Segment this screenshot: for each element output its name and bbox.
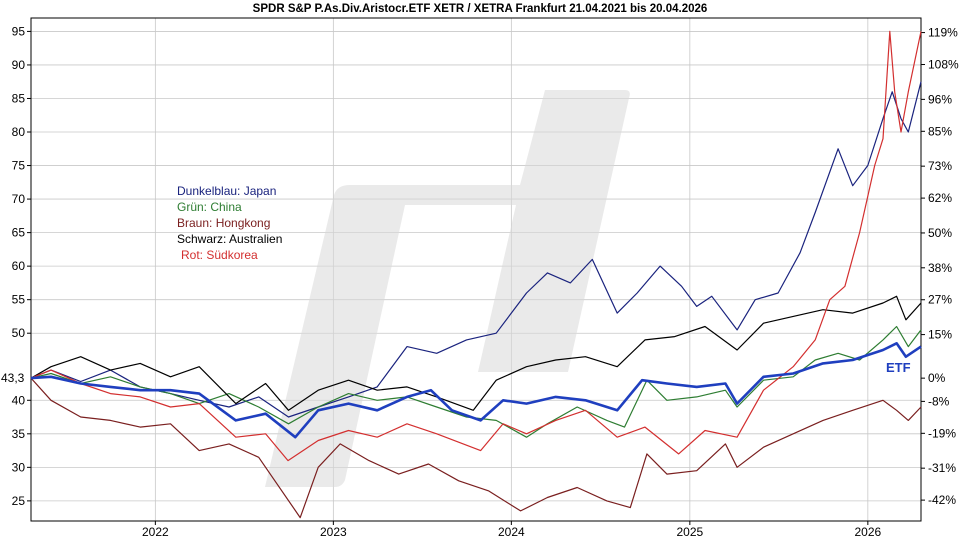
legend-entry-suedkorea: Rot: Südkorea [181,248,258,262]
y-left-tick-label: 90 [12,58,26,72]
legend-entry-hongkong: Braun: Hongkong [177,216,270,230]
y-left-tick-label: 25 [12,494,26,508]
y-left-tick-label: 95 [12,24,26,38]
x-tick-label: 2026 [854,525,881,539]
watermark-logo [265,90,630,487]
y-right-tick-label: 85% [928,124,952,138]
y-left-tick-label: 85 [12,91,26,105]
y-right-tick-label: 96% [928,92,952,106]
y-left-tick-label: 60 [12,259,26,273]
y-right-tick-label: 119% [928,26,958,40]
y-right-tick-label: 38% [928,261,952,275]
series-line-etf [30,342,922,439]
y-right-tick-label: 0% [928,371,946,385]
y-right-tick-label: -42% [928,493,956,507]
y-left-tick-label: 55 [12,293,26,307]
x-tick-label: 2024 [498,525,525,539]
legend: Dunkelblau: Japan Grün: China Braun: Hon… [177,184,282,262]
y-right-tick-label: -8% [928,394,950,408]
legend-entry-australien: Schwarz: Australien [177,232,282,246]
y-left-tick-label: 65 [12,226,26,240]
legend-entry-china: Grün: China [177,200,242,214]
series-lines [30,30,922,519]
y-right-tick-label: 50% [928,226,952,240]
y-left-tick-label: 75 [12,159,26,173]
gridlines [31,18,921,521]
y-left-tick-label: 70 [12,192,26,206]
y-left-tick-label: 80 [12,125,26,139]
x-tick-label: 2022 [142,525,169,539]
etf-annotation: ETF [886,360,911,375]
legend-entry-japan: Dunkelblau: Japan [177,184,276,198]
y-left-base-label: 43,3 [1,371,25,385]
y-left-tick-label: 35 [12,427,26,441]
axes: 25 30 35 40 50 55 60 65 70 75 80 85 90 95 43,3 119% 108%… [1,17,959,539]
y-left-tick-label: 50 [12,326,26,340]
series-line-suedkorea [30,30,922,462]
series-line-hongkong [30,377,922,519]
y-right-tick-label: 15% [928,328,952,342]
chart-title: SPDR S&P P.As.Div.Aristocr.ETF XETR / XE… [253,3,708,15]
y-right-tick-label: 62% [928,191,952,205]
series-line-china [30,325,922,438]
y-right-tick-label: 27% [928,293,952,307]
y-right-tick-label: 73% [928,159,952,173]
y-right-tick-label: -31% [928,461,956,475]
series-line-australien [30,295,922,411]
y-right-tick-label: -19% [928,426,956,440]
x-tick-label: 2025 [676,525,703,539]
x-tick-label: 2023 [320,525,347,539]
y-right-tick-label: 108% [928,58,959,72]
y-left-tick-label: 30 [12,460,26,474]
y-left-tick-label: 40 [12,393,26,407]
plot-frame [30,17,922,522]
